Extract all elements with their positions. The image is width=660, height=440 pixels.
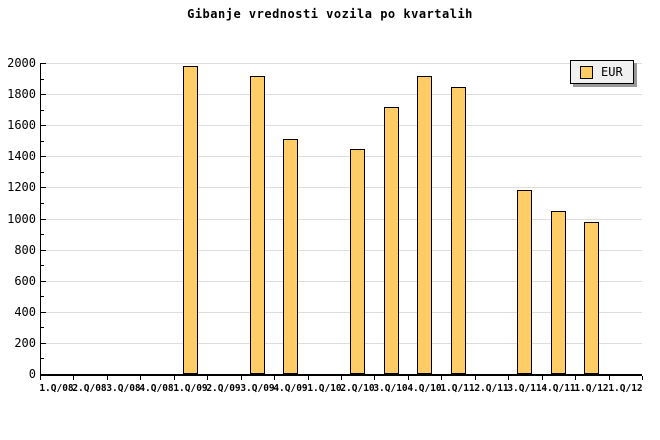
x-tick-label: 1.Q/11 [440, 383, 475, 394]
x-tick [374, 376, 375, 380]
x-tick-label: 1.Q/09 [173, 383, 208, 394]
y-tick-label: 400 [14, 305, 36, 319]
x-tick [207, 376, 208, 380]
chart-title: Gibanje vrednosti vozila po kvartalih [187, 7, 473, 21]
y-major-tick [41, 94, 46, 95]
x-tick-label: 2.Q/10 [340, 383, 375, 394]
y-minor-tick [41, 172, 44, 173]
y-tick-label: 200 [14, 336, 36, 350]
x-axis [40, 374, 642, 376]
x-tick-label: 2.Q/11 [474, 383, 509, 394]
x-tick [341, 376, 342, 380]
y-tick-label: 1000 [7, 212, 36, 226]
x-tick [274, 376, 275, 380]
x-tick [609, 376, 610, 380]
gridline [41, 250, 642, 251]
x-tick [308, 376, 309, 380]
x-tick [408, 376, 409, 380]
y-minor-tick [41, 79, 44, 80]
y-tick-label: 600 [14, 274, 36, 288]
x-tick [107, 376, 108, 380]
y-axis [40, 63, 41, 376]
bar-1.Q/09 [183, 66, 198, 374]
gridline [41, 63, 642, 64]
x-tick-label: 3.Q/08 [106, 383, 141, 394]
x-tick [441, 376, 442, 380]
gridline [41, 94, 642, 95]
x-tick-label: 4.Q/08 [139, 383, 174, 394]
x-tick [174, 376, 175, 380]
bar-1.Q/11 [451, 87, 466, 374]
y-tick-label: 1200 [7, 180, 36, 194]
y-major-tick [41, 63, 46, 64]
x-tick-label: 2.Q/09 [206, 383, 241, 394]
y-tick-label: 1600 [7, 118, 36, 132]
bar-4.Q/11 [551, 211, 566, 374]
y-major-tick [41, 312, 46, 313]
y-major-tick [41, 250, 46, 251]
x-tick [241, 376, 242, 380]
gridline [41, 125, 642, 126]
y-major-tick [41, 281, 46, 282]
bar-4.Q/09 [283, 139, 298, 374]
x-tick-label: 4.Q/10 [407, 383, 442, 394]
y-minor-tick [41, 296, 44, 297]
x-tick [40, 376, 41, 380]
gridline [41, 312, 642, 313]
x-tick [642, 376, 643, 380]
gridline [41, 156, 642, 157]
y-minor-tick [41, 234, 44, 235]
x-tick-label: 4.Q/09 [273, 383, 308, 394]
x-tick [475, 376, 476, 380]
y-minor-tick [41, 265, 44, 266]
y-minor-tick [41, 203, 44, 204]
y-major-tick [41, 125, 46, 126]
y-minor-tick [41, 110, 44, 111]
y-tick-label: 2000 [7, 56, 36, 70]
bar-3.Q/10 [384, 107, 399, 374]
bar-3.Q/11 [517, 190, 532, 374]
y-tick-label: 0 [28, 367, 36, 381]
bar-1.Q/12 [584, 222, 599, 374]
y-major-tick [41, 219, 46, 220]
bar-2.Q/10 [350, 149, 365, 374]
y-minor-tick [41, 358, 44, 359]
y-major-tick [41, 343, 46, 344]
x-tick-label: 3.Q/10 [373, 383, 408, 394]
gridline [41, 219, 642, 220]
y-tick-label: 1800 [7, 87, 36, 101]
y-tick-label: 1400 [7, 149, 36, 163]
gridline [41, 343, 642, 344]
y-tick-label: 800 [14, 243, 36, 257]
legend-label: EUR [601, 65, 623, 79]
gridline [41, 281, 642, 282]
x-tick-label: 1.Q/08 [39, 383, 74, 394]
x-tick-label: 1.Q/10 [307, 383, 342, 394]
x-tick-label: 3.Q/11 [507, 383, 542, 394]
x-tick-label: 3.Q/09 [240, 383, 275, 394]
legend: EUR [570, 60, 634, 84]
y-major-tick [41, 187, 46, 188]
x-tick [73, 376, 74, 380]
y-major-tick [41, 156, 46, 157]
x-tick [140, 376, 141, 380]
x-tick-label: 1.Q/12 [574, 383, 609, 394]
x-tick [508, 376, 509, 380]
x-tick-label: 2.Q/08 [72, 383, 107, 394]
legend-swatch-icon [580, 65, 593, 79]
x-tick-label: 1.Q/12 [608, 383, 643, 394]
y-minor-tick [41, 327, 44, 328]
x-tick-label: 4.Q/11 [541, 383, 576, 394]
bar-4.Q/10 [417, 76, 432, 374]
gridline [41, 187, 642, 188]
bar-3.Q/09 [250, 76, 265, 374]
y-minor-tick [41, 141, 44, 142]
x-tick [542, 376, 543, 380]
x-tick [575, 376, 576, 380]
